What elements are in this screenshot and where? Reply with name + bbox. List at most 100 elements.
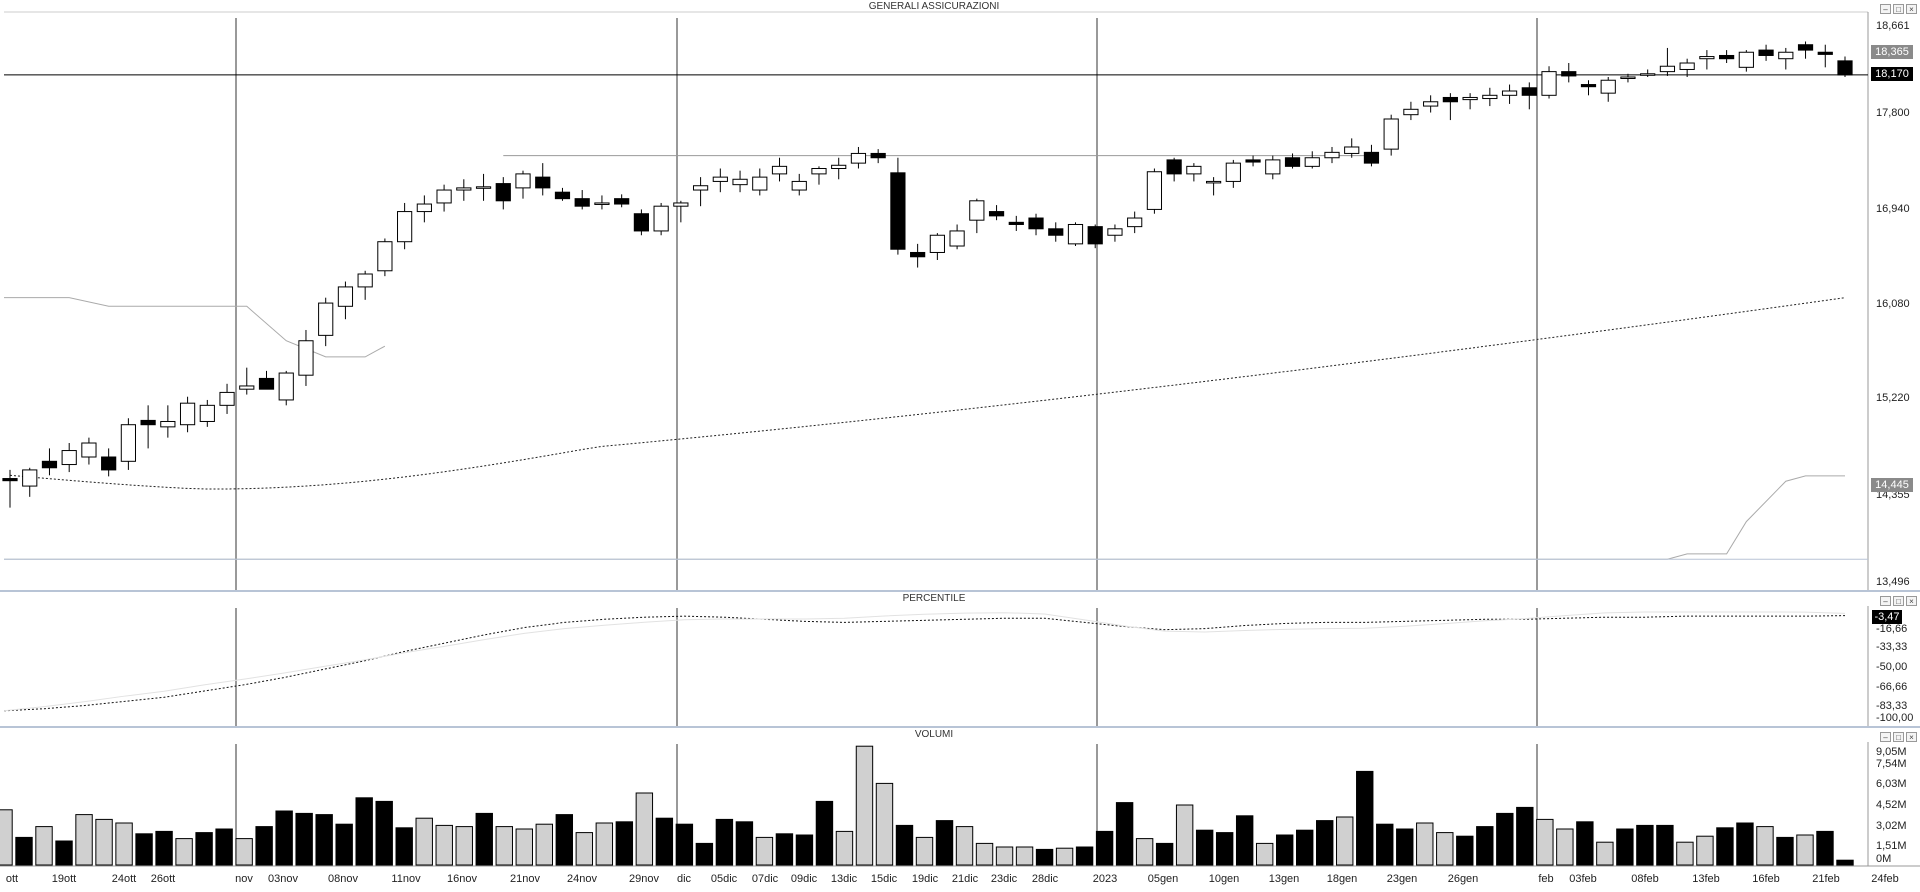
candle-body: [988, 211, 1005, 217]
volume-bar: [1296, 829, 1314, 866]
volume-bar: [415, 817, 433, 866]
candle-body: [1087, 226, 1103, 245]
trailing-stop-line-lower: [4, 475, 1845, 560]
price-axis-label: 17,800: [1876, 107, 1910, 119]
volume-pane-title: VOLUMI: [914, 729, 954, 740]
percentile-axis-label: -66,66: [1876, 681, 1908, 693]
percentile-minimize-button[interactable]: –: [1880, 596, 1891, 606]
candle-body: [633, 213, 650, 232]
candle-body: [81, 442, 97, 458]
volume-bar: [1636, 824, 1654, 866]
volume-bar: [895, 824, 914, 866]
percentile-last-tag: -3,47: [1872, 610, 1902, 624]
volume-bar: [1356, 770, 1374, 866]
candle-body: [594, 202, 610, 205]
x-axis-label: 29nov: [629, 873, 659, 885]
x-axis-label: 26ott: [150, 873, 176, 885]
candle-body: [1679, 62, 1695, 70]
x-axis-label: dic: [676, 873, 692, 885]
volume-bar: [635, 792, 654, 866]
price-lower-tag: 14,445: [1871, 478, 1913, 492]
candle-body: [515, 173, 531, 189]
price-pane: GENERALI ASSICURAZIONI – □ ×: [868, 1, 1917, 14]
x-axis-label: 13gen: [1268, 873, 1300, 885]
candle-body: [1561, 71, 1577, 77]
candle-body: [614, 198, 630, 205]
volume-bar: [535, 823, 553, 866]
volume-bar: [1676, 841, 1694, 866]
volume-bar: [435, 824, 453, 866]
percentile-close-button[interactable]: ×: [1906, 596, 1917, 606]
volume-bar: [155, 830, 173, 866]
volume-bar: [1396, 828, 1414, 866]
volume-bar: [1336, 816, 1354, 866]
percentile-axis-label: -100,00: [1876, 712, 1914, 724]
x-axis-label: 09dic: [790, 873, 818, 885]
x-axis-label: feb: [1538, 873, 1554, 885]
x-axis-label: 16nov: [447, 873, 477, 885]
volume-axis-label: 3,02M: [1876, 820, 1907, 832]
pane-separator-2[interactable]: [0, 726, 1920, 728]
volume-bar: [175, 838, 193, 866]
candle-body: [456, 187, 472, 191]
volume-bar: [455, 826, 473, 866]
trailing-stop-line-upper: [4, 297, 386, 358]
candle-body: [929, 234, 945, 253]
volume-bar: [1596, 841, 1614, 866]
candle-body: [219, 391, 235, 406]
x-axis-label: 13feb: [1692, 873, 1720, 885]
candle-body: [969, 200, 985, 221]
volume-bar: [555, 814, 574, 866]
candle-body: [1265, 159, 1281, 175]
price-close-button[interactable]: ×: [1906, 4, 1917, 14]
volume-bar: [575, 832, 594, 866]
candle-body: [258, 377, 275, 390]
candle-body: [357, 273, 373, 288]
volume-bar: [1616, 828, 1634, 866]
candle-body: [22, 469, 38, 487]
volume-minimize-button[interactable]: –: [1880, 732, 1891, 742]
candle-body: [1817, 51, 1833, 55]
volume-bar: [1015, 846, 1034, 866]
price-minimize-button[interactable]: –: [1880, 4, 1891, 14]
volume-axis-label: 0M: [1876, 853, 1892, 865]
volume-axis-label: 7,54M: [1876, 758, 1907, 770]
candle-body: [732, 178, 748, 186]
price-maximize-button[interactable]: □: [1893, 4, 1904, 14]
candle-body: [1205, 180, 1222, 184]
volume-bar: [1656, 824, 1674, 866]
volume-bar: [215, 828, 233, 866]
volume-bar: [515, 828, 533, 866]
candle-body: [120, 424, 136, 462]
candle-body: [1067, 223, 1084, 245]
candle-body: [831, 164, 847, 170]
candle-body: [1186, 165, 1202, 175]
candle-body: [1600, 79, 1616, 94]
candle-body: [160, 420, 176, 428]
price-upper-tag: 18,365: [1871, 45, 1913, 59]
x-axis-label: 21dic: [951, 873, 979, 885]
x-axis-label: 21feb: [1812, 873, 1840, 885]
x-axis-label: 03nov: [268, 873, 298, 885]
pane-separator-1[interactable]: [0, 590, 1920, 592]
volume-bar: [695, 842, 714, 866]
price-axis-label: 15,220: [1876, 392, 1910, 404]
volume-bar: [715, 818, 734, 866]
volume-close-button[interactable]: ×: [1906, 732, 1917, 742]
candle-body: [416, 203, 432, 213]
percentile-pane: PERCENTILE – □ ×: [0, 592, 1920, 726]
candle-body: [495, 183, 511, 202]
volume-bar: [875, 782, 894, 866]
x-axis-label: 28dic: [1031, 873, 1059, 885]
volume-maximize-button[interactable]: □: [1893, 732, 1904, 742]
x-axis-label: 08feb: [1631, 873, 1659, 885]
candle-body: [1423, 101, 1439, 107]
candle-body: [337, 286, 354, 307]
percentile-maximize-button[interactable]: □: [1893, 596, 1904, 606]
candle-body: [850, 152, 867, 164]
x-axis-label: ott: [5, 873, 19, 885]
volume-bar: [395, 827, 413, 866]
volume-bar: [195, 832, 213, 866]
candle-body: [791, 180, 807, 191]
